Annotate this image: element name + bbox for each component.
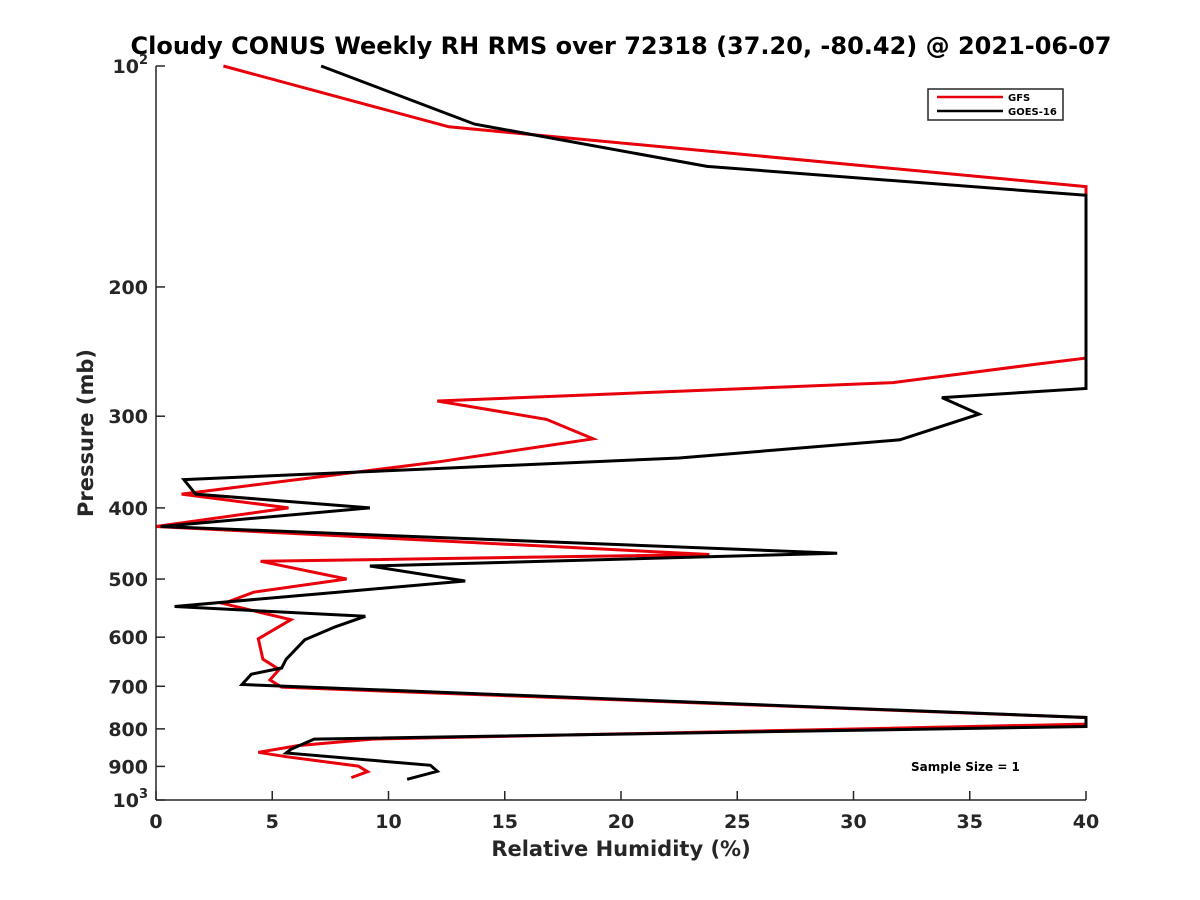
y-tick-label: 900 <box>108 756 148 778</box>
x-axis-ticks: 0 5 10 15 20 25 30 35 40 <box>149 791 1099 833</box>
x-tick-label: 30 <box>840 811 866 833</box>
x-tick-label: 0 <box>149 811 162 833</box>
legend: GFS GOES-16 <box>927 88 1064 121</box>
series-line-gfs <box>155 64 1088 780</box>
sample-size-annotation: Sample Size = 1 <box>911 760 1020 774</box>
x-tick-label: 20 <box>608 811 634 833</box>
series-layer <box>155 64 1088 781</box>
legend-label-goes16: GOES-16 <box>1008 107 1057 118</box>
x-tick-label: 15 <box>492 811 518 833</box>
y-axis-label: Pressure (mb) <box>74 349 98 517</box>
y-tick-label: 800 <box>108 719 148 741</box>
x-tick-label: 40 <box>1073 811 1099 833</box>
x-axis-label: Relative Humidity (%) <box>491 837 750 861</box>
x-tick-label: 35 <box>957 811 983 833</box>
x-tick-label: 25 <box>724 811 750 833</box>
series-line-goes-16 <box>160 64 1088 781</box>
legend-label-gfs: GFS <box>1008 93 1030 104</box>
y-tick-label: 300 <box>108 406 148 428</box>
y-tick-label: 600 <box>108 627 148 649</box>
y-tick-label: 103 <box>113 787 149 812</box>
legend-box <box>927 88 1064 121</box>
y-tick-label: 700 <box>108 676 148 698</box>
y-axis-ticks: 102 200 300 400 500 600 700 800 900 103 <box>108 53 165 812</box>
y-tick-label: 102 <box>113 53 149 78</box>
y-tick-label: 500 <box>108 569 148 591</box>
x-tick-label: 5 <box>266 811 279 833</box>
y-tick-label: 200 <box>108 277 148 299</box>
x-tick-label: 10 <box>375 811 401 833</box>
y-tick-label: 400 <box>108 498 148 520</box>
chart-title: Cloudy CONUS Weekly RH RMS over 72318 (3… <box>131 32 1112 60</box>
